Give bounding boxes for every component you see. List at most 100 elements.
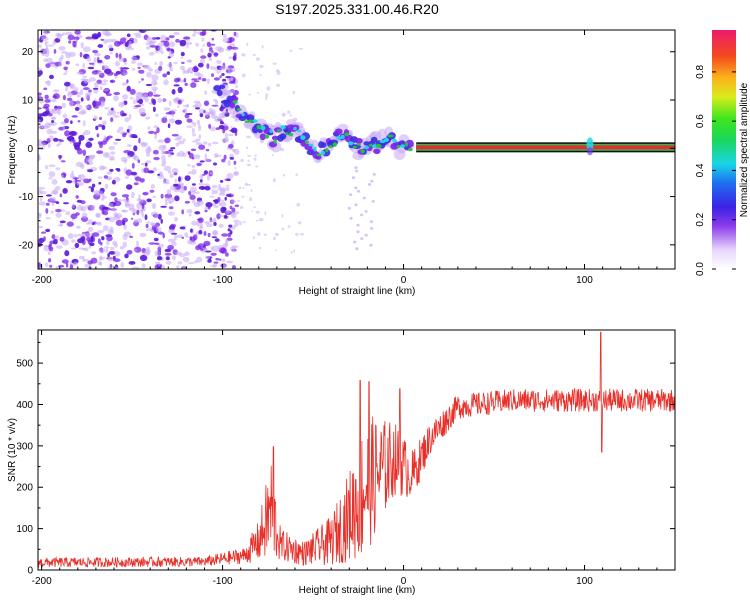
noise-speckle bbox=[102, 30, 109, 36]
noise-speckle bbox=[160, 218, 163, 224]
noise-speckle bbox=[196, 142, 203, 146]
noise-speckle bbox=[164, 197, 169, 202]
noise-speckle bbox=[139, 232, 147, 238]
noise-speckle bbox=[168, 206, 174, 210]
noise-speckle bbox=[55, 212, 62, 218]
noise-speckle bbox=[181, 209, 184, 215]
noise-speckle bbox=[211, 37, 215, 41]
noise-speckle bbox=[41, 36, 49, 42]
noise-speckle bbox=[251, 210, 253, 213]
y-tick-label: 0 bbox=[27, 144, 33, 155]
noise-speckle bbox=[219, 188, 226, 195]
noise-speckle bbox=[227, 89, 235, 94]
noise-speckle bbox=[148, 130, 155, 134]
noise-speckle bbox=[110, 246, 115, 250]
noise-speckle bbox=[174, 195, 180, 202]
noise-speckle bbox=[100, 166, 107, 170]
noise-speckle bbox=[246, 135, 251, 139]
noise-speckle bbox=[76, 199, 83, 203]
noise-speckle bbox=[153, 125, 158, 129]
noise-speckle bbox=[175, 142, 180, 147]
noise-speckle bbox=[174, 178, 177, 183]
noise-speckle bbox=[213, 99, 217, 102]
noise-speckle bbox=[49, 197, 57, 202]
noise-speckle bbox=[273, 236, 276, 241]
noise-speckle bbox=[163, 107, 171, 111]
noise-speckle bbox=[138, 98, 144, 105]
noise-speckle bbox=[228, 133, 234, 137]
noise-speckle bbox=[230, 127, 238, 134]
noise-speckle bbox=[108, 203, 114, 208]
noise-speckle bbox=[154, 50, 159, 54]
noise-speckle bbox=[142, 192, 149, 196]
noise-speckle bbox=[46, 57, 53, 63]
noise-speckle bbox=[110, 151, 116, 155]
noise-speckle bbox=[90, 38, 96, 41]
streak-speckle bbox=[347, 206, 351, 210]
noise-speckle bbox=[229, 230, 233, 235]
noise-speckle bbox=[59, 236, 65, 242]
noise-speckle bbox=[197, 62, 204, 68]
noise-speckle bbox=[206, 63, 210, 69]
noise-speckle bbox=[276, 70, 281, 75]
y-tick-label: 400 bbox=[16, 400, 33, 411]
noise-speckle bbox=[275, 232, 279, 237]
noise-speckle bbox=[222, 128, 226, 134]
noise-speckle bbox=[38, 213, 42, 217]
noise-speckle bbox=[89, 242, 95, 247]
noise-speckle bbox=[230, 246, 236, 252]
snr-series-line bbox=[38, 331, 675, 568]
noise-speckle bbox=[61, 174, 65, 178]
noise-speckle bbox=[51, 120, 55, 123]
noise-speckle bbox=[258, 246, 262, 250]
noise-speckle bbox=[136, 218, 143, 224]
noise-speckle bbox=[204, 206, 209, 210]
noise-speckle bbox=[199, 179, 203, 183]
track-core bbox=[252, 119, 258, 123]
noise-speckle bbox=[168, 201, 172, 205]
noise-speckle bbox=[212, 263, 218, 268]
noise-speckle bbox=[90, 186, 95, 193]
noise-speckle bbox=[225, 132, 228, 138]
y-tick-label: -20 bbox=[19, 240, 34, 251]
noise-speckle bbox=[133, 145, 138, 152]
noise-speckle bbox=[233, 219, 240, 223]
noise-speckle bbox=[86, 56, 91, 62]
noise-speckle bbox=[114, 40, 121, 47]
track-core bbox=[408, 147, 413, 152]
noise-speckle bbox=[204, 100, 209, 107]
noise-speckle bbox=[168, 170, 172, 174]
noise-speckle bbox=[213, 205, 219, 209]
noise-speckle bbox=[128, 113, 132, 120]
noise-speckle bbox=[161, 155, 166, 161]
noise-speckle bbox=[202, 44, 206, 47]
noise-speckle bbox=[256, 92, 260, 94]
noise-speckle bbox=[204, 185, 211, 191]
figure-title: S197.2025.331.00.46.R20 bbox=[275, 1, 439, 17]
noise-speckle bbox=[48, 258, 52, 263]
noise-speckle bbox=[196, 119, 201, 126]
noise-speckle bbox=[142, 95, 146, 101]
colorbar-ticks: 0.0 0.2 0.4 0.6 0.8 bbox=[695, 64, 736, 276]
noise-speckle bbox=[38, 119, 41, 122]
colorbar-tick-label: 0.6 bbox=[695, 114, 706, 128]
noise-speckle bbox=[97, 238, 101, 245]
noise-speckle bbox=[72, 41, 77, 48]
noise-speckle bbox=[272, 154, 274, 156]
noise-speckle bbox=[165, 48, 174, 51]
noise-speckle bbox=[98, 181, 102, 185]
track-core bbox=[288, 132, 294, 137]
track-core bbox=[300, 135, 306, 140]
noise-speckle bbox=[168, 35, 175, 39]
noise-speckle bbox=[231, 212, 235, 216]
noise-speckle bbox=[75, 195, 79, 199]
noise-speckle bbox=[217, 47, 225, 53]
noise-speckle bbox=[164, 252, 172, 256]
spectrogram-y-label: Frequency (Hz) bbox=[7, 116, 18, 185]
noise-speckle bbox=[247, 159, 250, 163]
noise-speckle bbox=[179, 187, 185, 194]
noise-speckle bbox=[242, 187, 245, 189]
noise-speckle bbox=[179, 39, 187, 46]
